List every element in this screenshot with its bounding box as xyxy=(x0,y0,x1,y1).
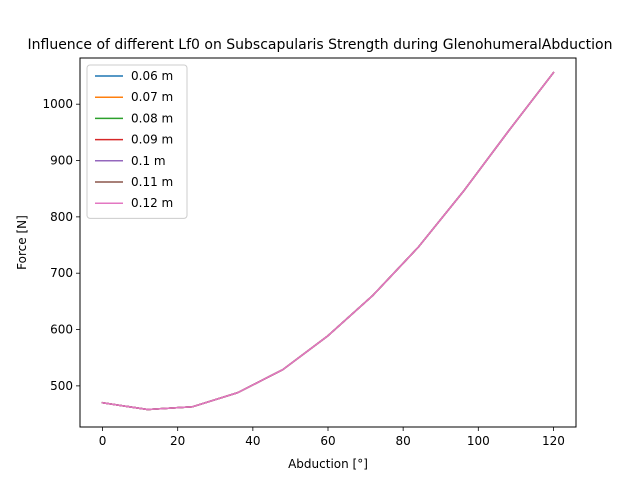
x-tick-label: 40 xyxy=(245,434,260,448)
legend-entry-label: 0.1 m xyxy=(131,154,166,168)
y-tick-label: 700 xyxy=(50,266,73,280)
x-axis: 0 20 40 60 80 100 120 xyxy=(99,427,565,448)
x-tick-label: 100 xyxy=(467,434,490,448)
legend-entry-label: 0.12 m xyxy=(131,196,173,210)
y-tick-label: 900 xyxy=(50,154,73,168)
legend-box xyxy=(86,64,188,219)
series-line-7 xyxy=(101,71,555,411)
series-layer xyxy=(101,71,555,411)
x-tick-label: 120 xyxy=(542,434,565,448)
y-tick-label: 1000 xyxy=(42,97,73,111)
y-tick-label: 500 xyxy=(50,379,73,393)
x-tick-label: 60 xyxy=(320,434,335,448)
legend-entry-label: 0.11 m xyxy=(131,175,173,189)
legend: 0.06 m 0.07 m 0.08 m 0.09 m 0.1 m 0.11 m 0.12 … xyxy=(86,64,188,219)
x-axis-label: Abduction [°] xyxy=(288,457,368,471)
chart-title: Influence of different Lf0 on Subscapula… xyxy=(28,37,613,53)
y-axis: 500 600 700 800 900 1000 xyxy=(42,97,80,393)
y-tick-label: 800 xyxy=(50,210,73,224)
legend-entry-label: 0.07 m xyxy=(131,90,173,104)
legend-entry-label: 0.09 m xyxy=(131,133,173,147)
legend-entry-label: 0.08 m xyxy=(131,111,173,125)
x-tick-label: 20 xyxy=(170,434,185,448)
y-tick-label: 600 xyxy=(50,323,73,337)
legend-entry-label: 0.06 m xyxy=(131,69,173,83)
x-tick-label: 80 xyxy=(396,434,411,448)
x-tick-label: 0 xyxy=(99,434,107,448)
y-axis-label: Force [N] xyxy=(15,215,29,270)
